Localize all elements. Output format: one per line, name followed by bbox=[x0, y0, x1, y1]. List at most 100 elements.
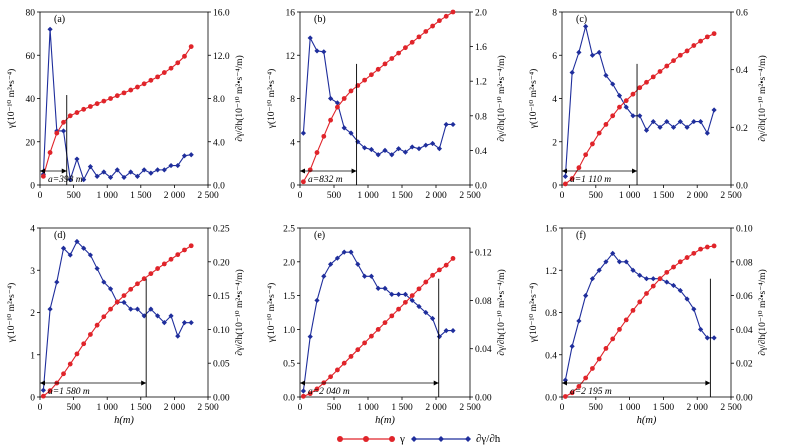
range-label: a=398 m bbox=[48, 175, 83, 185]
dgamma-point bbox=[341, 249, 347, 255]
gamma-point bbox=[677, 52, 683, 58]
gamma-point bbox=[168, 256, 174, 262]
gamma-point bbox=[101, 98, 107, 104]
gamma-point bbox=[650, 74, 656, 80]
dgamma-point bbox=[637, 272, 643, 278]
y2-axis-label: ∂γ/∂h(10⁻¹⁰ m²•s⁻⁴/m) bbox=[757, 55, 768, 141]
range-arrowhead-right bbox=[705, 380, 711, 386]
dgamma-point bbox=[348, 249, 354, 255]
dgamma-point bbox=[168, 162, 174, 169]
gamma-point bbox=[637, 85, 643, 91]
dgamma-point bbox=[396, 291, 402, 297]
dgamma-point bbox=[321, 273, 327, 279]
gamma-point bbox=[389, 56, 395, 61]
y2-tick-label: 0.0 bbox=[213, 182, 225, 192]
dgamma-point bbox=[684, 296, 690, 302]
y-tick-label: 1.6 bbox=[545, 225, 557, 235]
dgamma-point bbox=[362, 145, 368, 151]
dgamma-point bbox=[416, 303, 422, 310]
gamma-point bbox=[307, 391, 313, 397]
x-tick-label: 2 500 bbox=[720, 403, 742, 413]
y2-tick-label: 0.00 bbox=[736, 394, 753, 404]
dgamma-point bbox=[589, 52, 596, 58]
gamma-point bbox=[569, 390, 575, 396]
y2-tick-label: 0.15 bbox=[213, 292, 230, 302]
gamma-point bbox=[335, 104, 340, 110]
y-tick-label: 0 bbox=[552, 182, 557, 192]
gamma-point bbox=[348, 354, 354, 359]
dgamma-point bbox=[188, 320, 194, 326]
y-tick-label: 0.0 bbox=[283, 394, 295, 404]
dgamma-point bbox=[107, 286, 114, 292]
gamma-point bbox=[583, 375, 589, 381]
range-arrowhead-right bbox=[351, 168, 357, 174]
dgamma-point bbox=[67, 252, 73, 258]
dgamma-point bbox=[60, 128, 67, 134]
gamma-point bbox=[88, 104, 93, 109]
gamma-point bbox=[341, 96, 347, 101]
range-arrowhead-right bbox=[632, 168, 638, 174]
plot-frame bbox=[561, 227, 732, 398]
gamma-point bbox=[430, 272, 435, 278]
dgamma-point bbox=[60, 245, 67, 251]
y2-tick-label: 4.0 bbox=[213, 138, 225, 148]
gamma-point bbox=[161, 70, 167, 75]
dgamma-point bbox=[121, 174, 127, 181]
gamma-point bbox=[47, 388, 53, 394]
dgamma-point bbox=[704, 130, 710, 136]
gamma-point bbox=[671, 264, 676, 270]
dgamma-point bbox=[54, 279, 60, 285]
gamma-point bbox=[161, 261, 167, 267]
gamma-point bbox=[617, 327, 622, 332]
gamma-point bbox=[108, 306, 113, 312]
range-arrowhead-right bbox=[433, 380, 439, 386]
dgamma-point bbox=[416, 146, 422, 152]
gamma-point bbox=[590, 366, 595, 371]
series-line-dgamma bbox=[302, 251, 453, 392]
chart-panel-c: 0 500 1 000 1 500 2 000 2 500 0 2 4 6 8 0.0 0.2 0.4 0.… bbox=[528, 9, 768, 202]
dgamma-point bbox=[47, 306, 53, 312]
chart-panel-f: 0 500 1 000 1 500 2 000 2 500 0.0 0.4 0.8 1.2 1.6 0… bbox=[528, 225, 768, 427]
y2-tick-label: 0.04 bbox=[475, 345, 492, 355]
gamma-point bbox=[617, 104, 622, 110]
dgamma-point bbox=[637, 113, 643, 119]
dgamma-point bbox=[74, 238, 80, 245]
gamma-point bbox=[182, 53, 187, 59]
gamma-point bbox=[569, 176, 575, 181]
dgamma-point bbox=[603, 259, 609, 265]
dgamma-point bbox=[141, 167, 147, 173]
dgamma-point bbox=[328, 261, 334, 267]
dgamma-point bbox=[443, 328, 449, 334]
legend-gamma-label: γ bbox=[400, 433, 405, 445]
y2-axis-label: ∂γ/∂h(10⁻¹⁰ m²•s⁻⁴/m) bbox=[234, 55, 245, 141]
gamma-point bbox=[188, 44, 194, 49]
plot-frame bbox=[299, 227, 471, 398]
dgamma-point bbox=[650, 118, 656, 125]
dgamma-point bbox=[643, 276, 650, 282]
gamma-point bbox=[698, 246, 703, 252]
gamma-point bbox=[175, 252, 181, 258]
x-tick-label: 500 bbox=[327, 191, 342, 201]
x-tick-label: 2 500 bbox=[459, 403, 481, 413]
gamma-point bbox=[657, 276, 663, 282]
gamma-point bbox=[443, 262, 449, 268]
range-arrowhead-left bbox=[40, 380, 45, 386]
series-line-gamma bbox=[565, 33, 715, 185]
dgamma-point bbox=[610, 81, 616, 87]
dgamma-point bbox=[121, 299, 127, 305]
dgamma-point bbox=[148, 170, 154, 176]
y-tick-label: 4 bbox=[552, 95, 557, 105]
dgamma-point bbox=[348, 130, 354, 136]
y2-axis-label: ∂γ/∂h(10⁻¹⁰ m²•s⁻⁴/m) bbox=[496, 55, 507, 141]
dgamma-point bbox=[314, 297, 320, 304]
gamma-point bbox=[182, 247, 187, 253]
x-tick-label: 1 500 bbox=[653, 191, 675, 201]
x-tick-label: 1 500 bbox=[391, 403, 413, 413]
gamma-point bbox=[610, 336, 616, 342]
x-tick-label: 500 bbox=[589, 403, 604, 413]
gamma-point bbox=[61, 119, 66, 125]
x-tick-label: 2 500 bbox=[197, 191, 219, 201]
gamma-point bbox=[81, 106, 87, 112]
gamma-point bbox=[362, 77, 367, 83]
y-tick-label: 6 bbox=[552, 52, 557, 62]
